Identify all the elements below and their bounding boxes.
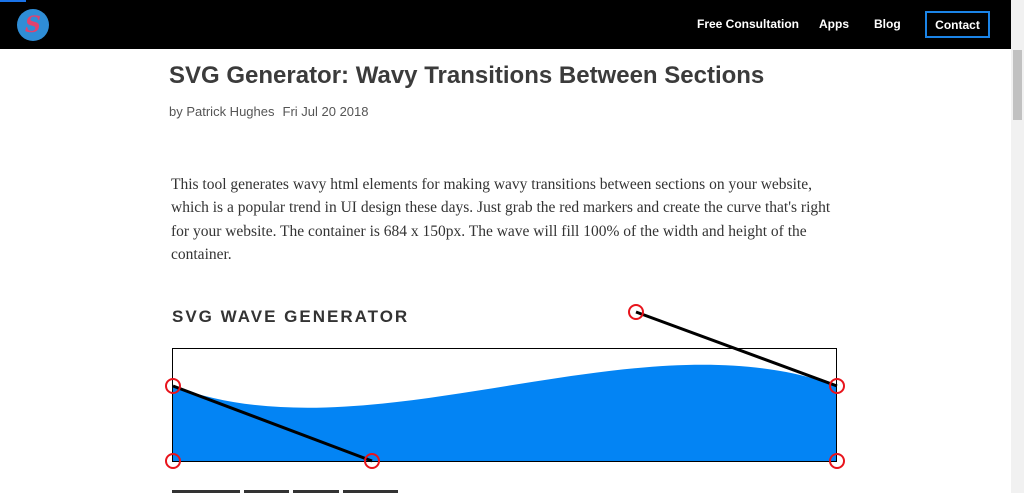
page-scrollbar[interactable] (1011, 0, 1024, 493)
left-control-handle (172, 384, 373, 463)
nav-link-blog[interactable]: Blog (874, 17, 901, 31)
nav-link-free-consultation[interactable]: Free Consultation (697, 17, 800, 31)
publish-date: Fri Jul 20 2018 (282, 104, 369, 119)
marker-bottom-right[interactable] (829, 453, 845, 469)
nav-link-apps[interactable]: Apps (819, 17, 849, 31)
tab-button-stub[interactable] (343, 490, 398, 493)
wave-shape (173, 364, 837, 461)
top-navbar: S Free Consultation Apps Blog Contact (0, 0, 1024, 49)
page-title: SVG Generator: Wavy Transitions Between … (169, 62, 765, 89)
marker-control-2[interactable] (628, 304, 644, 320)
marker-bottom-left[interactable] (165, 453, 181, 469)
intro-paragraph: This tool generates wavy html elements f… (171, 176, 831, 263)
logo-glyph: S (25, 12, 41, 38)
marker-end-point[interactable] (829, 378, 845, 394)
site-logo[interactable]: S (17, 9, 49, 41)
byline: by Patrick Hughes Fri Jul 20 2018 (169, 104, 369, 119)
right-control-handle (635, 310, 838, 388)
marker-control-1[interactable] (364, 453, 380, 469)
tab-button-stub[interactable] (244, 490, 289, 493)
top-accent-bar (0, 0, 26, 2)
marker-start-point[interactable] (165, 378, 181, 394)
tab-button-stub[interactable] (293, 490, 339, 493)
author: by Patrick Hughes (169, 104, 275, 119)
wave-container (172, 348, 837, 462)
generator-heading: SVG WAVE GENERATOR (172, 307, 410, 326)
scrollbar-thumb[interactable] (1013, 50, 1022, 120)
contact-button[interactable]: Contact (925, 11, 990, 38)
tab-button-stub[interactable] (172, 490, 240, 493)
